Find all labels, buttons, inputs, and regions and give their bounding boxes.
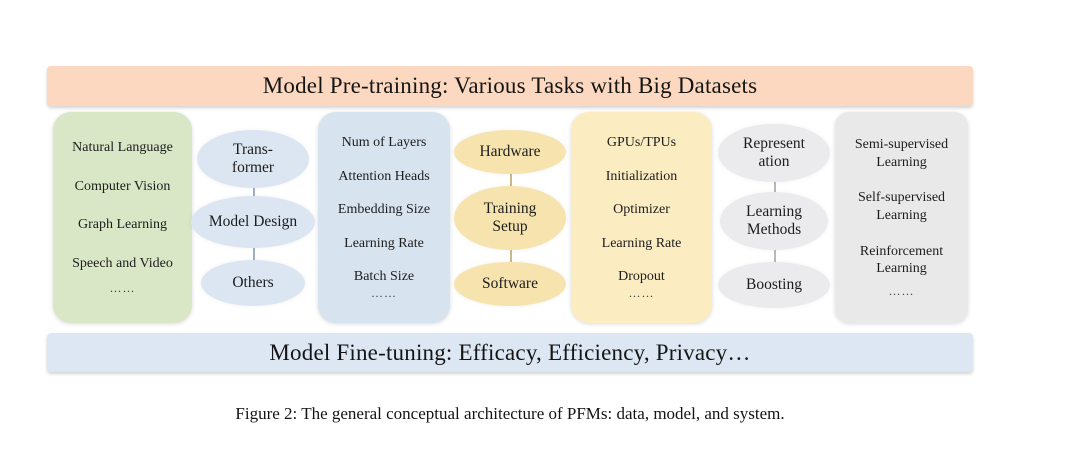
finetune-banner: Model Fine-tuning: Efficacy, Efficiency,… <box>47 333 973 372</box>
data-tasks-box: Natural Language Computer Vision Graph L… <box>53 112 192 323</box>
training-setup-node: Training Setup <box>454 186 566 250</box>
learning-paradigm-box: Semi-supervised Learning Self-supervised… <box>835 112 968 323</box>
boosting-node: Boosting <box>718 262 830 308</box>
data-task-item: Graph Learning <box>77 217 168 232</box>
model-hyperparams-box: Num of Layers Attention Heads Embedding … <box>318 112 450 323</box>
model-design-node: Model Design <box>191 196 315 248</box>
representation-node: Represent ation <box>718 124 830 182</box>
model-hyperparam-item: Learning Rate <box>344 235 424 251</box>
data-task-item: Computer Vision <box>74 178 171 194</box>
model-design-node-column: Trans- former Model Design Others <box>191 112 315 323</box>
model-hyperparam-item: Embedding Size <box>337 202 431 218</box>
transformer-node: Trans- former <box>197 130 309 188</box>
pretrain-banner: Model Pre-training: Various Tasks with B… <box>47 66 973 106</box>
others-node: Others <box>201 260 305 306</box>
data-task-item: Natural Language <box>72 140 173 155</box>
data-task-item: Speech and Video <box>72 255 173 271</box>
training-config-item: Initialization <box>605 168 678 184</box>
ellipsis-dots: …… <box>109 281 136 295</box>
learning-method-node-column: Represent ation Learning Methods Boostin… <box>714 112 834 323</box>
figure-caption: Figure 2: The general conceptual archite… <box>235 404 785 423</box>
hardware-node: Hardware <box>454 130 566 174</box>
model-hyperparam-item: Attention Heads <box>338 168 430 184</box>
training-setup-node-column: Hardware Training Setup Software <box>450 112 570 323</box>
ellipsis-dots: …… <box>628 285 655 300</box>
model-hyperparam-item: Batch Size <box>353 269 415 285</box>
training-config-item: Optimizer <box>613 202 670 218</box>
training-config-item: Learning Rate <box>601 235 682 251</box>
ellipsis-dots: …… <box>888 283 915 298</box>
learning-paradigm-item: Reinforcement Learning <box>859 243 944 277</box>
training-config-item: GPUs/TPUs <box>606 135 677 151</box>
training-config-box: GPUs/TPUs Initialization Optimizer Learn… <box>571 112 712 323</box>
model-hyperparam-item: Num of Layers <box>341 135 427 151</box>
pretrain-banner-label: Model Pre-training: Various Tasks with B… <box>262 73 758 98</box>
finetune-banner-label: Model Fine-tuning: Efficacy, Efficiency,… <box>269 339 751 365</box>
ellipsis-dots: …… <box>371 285 397 300</box>
learning-paradigm-item: Semi-supervised Learning <box>854 137 949 170</box>
training-config-item: Dropout <box>618 269 665 285</box>
software-node: Software <box>454 262 566 306</box>
learning-paradigm-item: Self-supervised Learning <box>857 190 946 223</box>
learning-methods-node: Learning Methods <box>720 192 828 250</box>
